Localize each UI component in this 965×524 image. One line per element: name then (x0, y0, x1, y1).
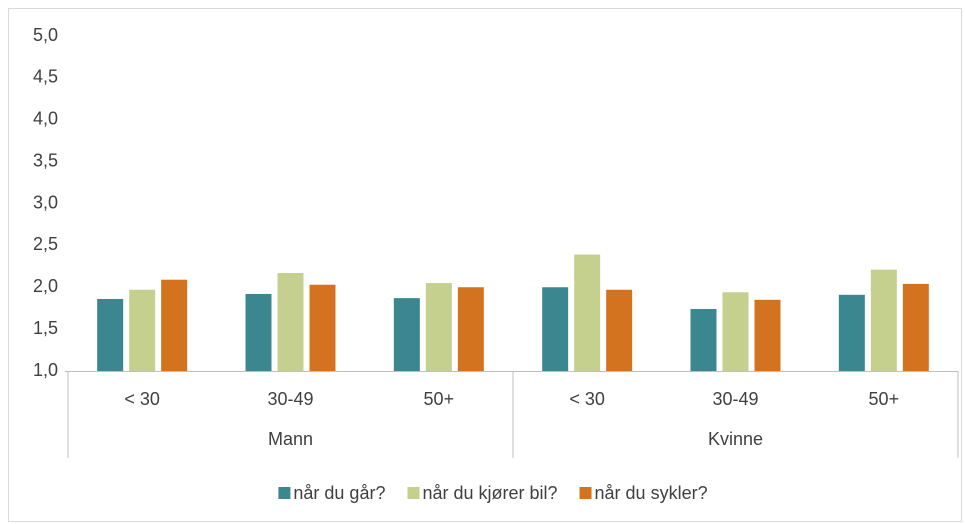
bar (542, 287, 569, 371)
bar (425, 283, 452, 371)
legend-swatch (579, 487, 592, 499)
y-tick-label: 1,0 (33, 360, 58, 380)
bar (457, 287, 484, 371)
x-tick-label: 30-49 (712, 389, 758, 409)
y-tick-label: 4,0 (33, 109, 58, 129)
legend-label: når du sykler? (595, 483, 708, 503)
x-tick-label: < 30 (569, 389, 605, 409)
x-tick-label: 50+ (424, 389, 455, 409)
bar (245, 293, 272, 371)
bar (161, 279, 188, 371)
y-tick-label: 3,5 (33, 150, 58, 170)
bar (606, 289, 633, 371)
y-tick-label: 3,0 (33, 192, 58, 212)
legend-swatch (407, 487, 420, 499)
x-tick-label: 30-49 (267, 389, 313, 409)
y-tick-label: 1,5 (33, 318, 58, 338)
bar (870, 269, 897, 371)
x-tick-label: 50+ (869, 389, 900, 409)
bar (97, 298, 124, 371)
bar (129, 289, 156, 371)
chart-frame (8, 8, 962, 522)
group-label: Kvinne (708, 429, 763, 449)
group-label: Mann (268, 429, 313, 449)
legend-swatch (278, 487, 291, 499)
bar (393, 298, 420, 371)
bar (838, 294, 865, 371)
bar (722, 292, 749, 371)
legend-label: når du kjører bil? (422, 483, 557, 503)
bar (277, 273, 304, 371)
y-tick-label: 4,5 (33, 67, 58, 87)
bar (690, 309, 717, 371)
y-tick-label: 2,0 (33, 276, 58, 296)
x-tick-label: < 30 (124, 389, 160, 409)
bar (754, 299, 781, 371)
legend-label: når du går? (293, 483, 385, 503)
y-tick-label: 2,5 (33, 234, 58, 254)
y-tick-label: 5,0 (33, 25, 58, 45)
bar (902, 283, 929, 371)
bar (574, 254, 601, 371)
bar (309, 284, 336, 371)
